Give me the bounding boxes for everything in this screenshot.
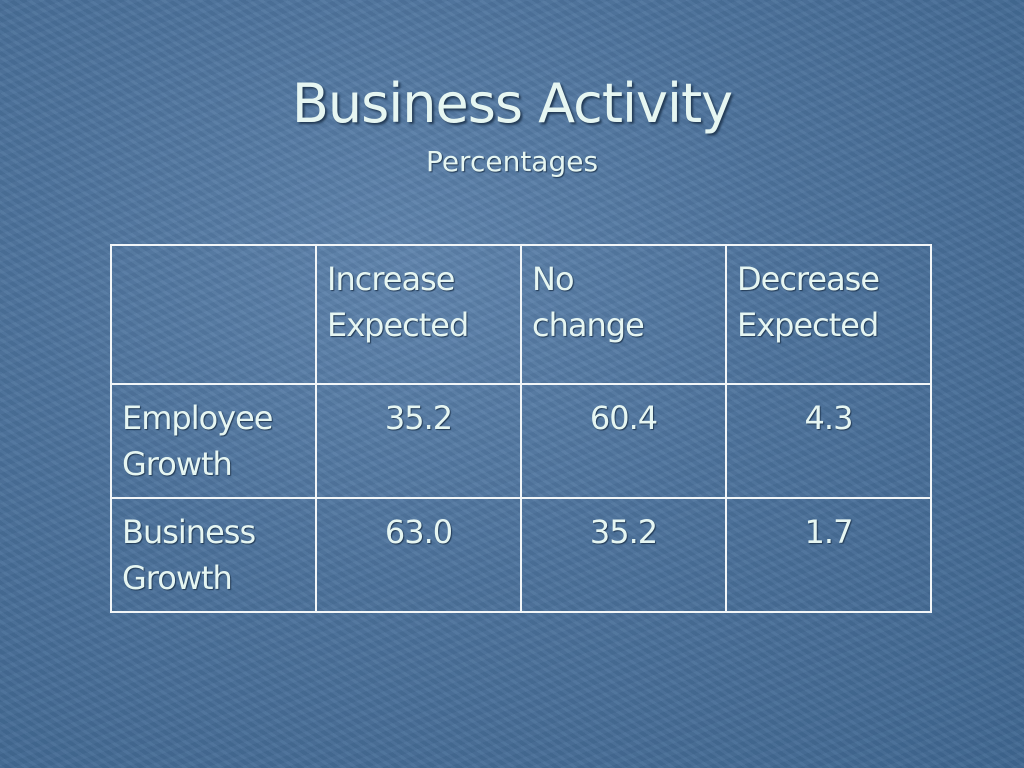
table-cell: 63.0 bbox=[315, 497, 522, 613]
data-table: Increase Expected No change Decrease Expec… bbox=[110, 244, 932, 613]
header-cell bbox=[110, 244, 317, 385]
table-row: Business Growth 63.0 35.2 1.7 bbox=[110, 497, 932, 613]
table-cell: 60.4 bbox=[520, 383, 727, 499]
table-row: Employee Growth 35.2 60.4 4.3 bbox=[110, 383, 932, 499]
header-cell: Decrease Expected bbox=[725, 244, 932, 385]
header-row: Increase Expected No change Decrease Expec… bbox=[110, 244, 932, 385]
table-cell: 4.3 bbox=[725, 383, 932, 499]
header-cell: Increase Expected bbox=[315, 244, 522, 385]
slide-subtitle: Percentages bbox=[425, 145, 599, 178]
table-cell: 35.2 bbox=[315, 383, 522, 499]
header-cell: No change bbox=[520, 244, 727, 385]
table-cell: 35.2 bbox=[520, 497, 727, 613]
slide-title: Business Activity bbox=[291, 72, 733, 135]
row-label: Employee Growth bbox=[110, 383, 317, 499]
row-label: Business Growth bbox=[110, 497, 317, 613]
table-cell: 1.7 bbox=[725, 497, 932, 613]
